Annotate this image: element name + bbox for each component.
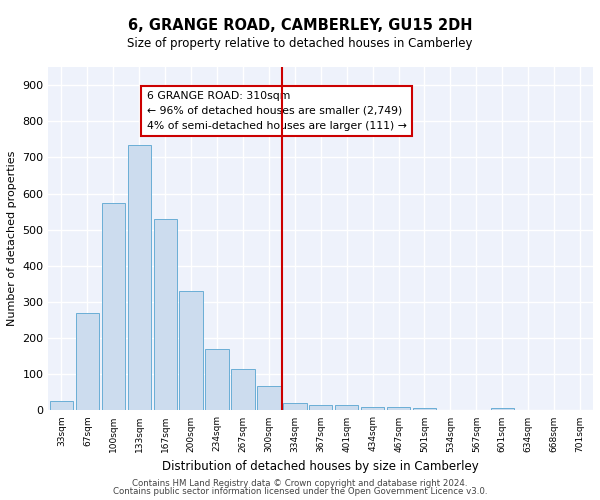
- Bar: [309, 405, 332, 410]
- Bar: [101, 202, 125, 410]
- Bar: [283, 404, 307, 410]
- Bar: [257, 386, 281, 410]
- Text: Size of property relative to detached houses in Camberley: Size of property relative to detached ho…: [127, 38, 473, 51]
- Text: 6 GRANGE ROAD: 310sqm
← 96% of detached houses are smaller (2,749)
4% of semi-de: 6 GRANGE ROAD: 310sqm ← 96% of detached …: [146, 91, 406, 130]
- Y-axis label: Number of detached properties: Number of detached properties: [7, 151, 17, 326]
- Bar: [335, 406, 358, 410]
- Bar: [179, 291, 203, 410]
- Text: 6, GRANGE ROAD, CAMBERLEY, GU15 2DH: 6, GRANGE ROAD, CAMBERLEY, GU15 2DH: [128, 18, 472, 32]
- Bar: [491, 408, 514, 410]
- Bar: [205, 349, 229, 410]
- Text: Contains public sector information licensed under the Open Government Licence v3: Contains public sector information licen…: [113, 487, 487, 496]
- Bar: [361, 407, 385, 410]
- Bar: [154, 219, 177, 410]
- Bar: [76, 313, 99, 410]
- X-axis label: Distribution of detached houses by size in Camberley: Distribution of detached houses by size …: [163, 460, 479, 473]
- Bar: [50, 402, 73, 410]
- Bar: [128, 144, 151, 410]
- Bar: [232, 369, 254, 410]
- Bar: [387, 407, 410, 410]
- Bar: [413, 408, 436, 410]
- Text: Contains HM Land Registry data © Crown copyright and database right 2024.: Contains HM Land Registry data © Crown c…: [132, 478, 468, 488]
